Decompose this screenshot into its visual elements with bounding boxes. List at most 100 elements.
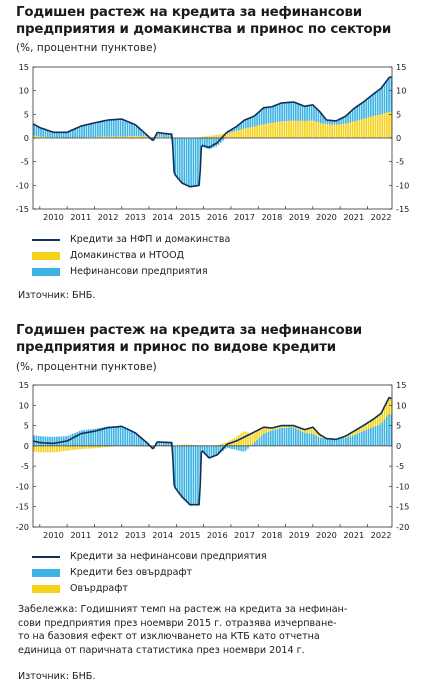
chart2-bar-blue xyxy=(92,428,95,446)
chart1-bar-yellow xyxy=(385,112,388,138)
chart2-bar-blue xyxy=(131,431,133,446)
chart1-bar-blue xyxy=(46,130,49,138)
chart1-bar-blue xyxy=(71,129,74,138)
chart1-bar-yellow xyxy=(388,112,390,138)
chart1-bar-yellow xyxy=(242,128,245,138)
chart2-bar-blue xyxy=(97,428,99,446)
chart1-bar-blue xyxy=(49,131,51,138)
chart2-bar-yellow xyxy=(147,445,149,447)
chart2-bar-yellow xyxy=(356,429,359,434)
chart2-bar-yellow xyxy=(299,428,302,431)
chart1-bar-yellow xyxy=(381,114,384,138)
chart2-bar-blue xyxy=(197,445,199,506)
chart1-bar-yellow xyxy=(244,128,247,138)
chart2-bar-blue xyxy=(349,436,352,446)
chart1-bar-yellow xyxy=(367,117,370,138)
chart1-bar-blue xyxy=(272,106,274,123)
chart2-bar-yellow xyxy=(46,445,49,453)
chart1-bar-blue xyxy=(228,130,231,133)
chart1-bar-yellow xyxy=(201,136,204,138)
chart1-bar-blue xyxy=(126,121,129,137)
chart2-bar-yellow xyxy=(67,445,70,451)
chart1-bar-yellow xyxy=(133,136,136,138)
chart2-bar-blue xyxy=(51,436,54,446)
chart1-bar-yellow xyxy=(374,115,377,138)
chart2-bar-yellow xyxy=(279,425,281,429)
chart2-x-tick-label: 2013 xyxy=(125,530,146,540)
chart2-y-tick-label-left: -20 xyxy=(16,522,29,532)
chart2-bar-blue xyxy=(379,424,381,446)
chart2-bar-blue xyxy=(128,430,131,446)
chart2-bar-yellow xyxy=(85,445,88,449)
chart1-x-tick-label: 2014 xyxy=(152,212,173,222)
chart2-x-tick-label: 2015 xyxy=(180,530,201,540)
chart1-bar-blue xyxy=(370,96,372,117)
chart1-bar-blue xyxy=(110,119,113,137)
chart2-bar-yellow xyxy=(260,428,263,436)
chart1-bar-blue xyxy=(356,106,359,121)
chart2-bar-blue xyxy=(301,431,304,446)
chart1-bar-yellow xyxy=(203,136,206,138)
chart1-bar-blue xyxy=(222,138,224,141)
chart2-bar-yellow xyxy=(165,445,167,447)
chart1-bar-yellow xyxy=(363,118,365,138)
chart1-bar-blue xyxy=(249,117,252,128)
chart2-x-tick-label: 2012 xyxy=(98,530,119,540)
chart2-bar-blue xyxy=(340,438,343,446)
chart1-bar-yellow xyxy=(208,136,211,138)
chart1-bar-yellow xyxy=(383,113,386,138)
chart1-bar-blue xyxy=(188,138,190,187)
chart1-bar-yellow xyxy=(94,137,97,138)
chart1-bar-yellow xyxy=(370,116,372,138)
chart1-bar-yellow xyxy=(115,136,117,138)
chart2-bar-yellow xyxy=(97,445,99,448)
chart2-note-line: то на базовия ефект от изключването на К… xyxy=(18,631,320,643)
chart2-bar-yellow xyxy=(285,425,288,428)
chart2-bar-blue xyxy=(181,445,183,499)
chart2-bar-yellow xyxy=(106,445,108,448)
chart1-bar-blue xyxy=(142,131,145,137)
chart2-y-tick-label-right: 0 xyxy=(396,441,401,451)
chart2-bar-yellow xyxy=(92,445,95,449)
chart1-bar-yellow xyxy=(299,120,302,138)
chart2-bar-blue xyxy=(44,436,47,446)
chart2-bar-blue xyxy=(169,441,172,446)
chart2-bar-blue xyxy=(144,440,147,446)
line-swatch-icon xyxy=(32,556,60,558)
chart2-bar-yellow xyxy=(269,427,272,431)
chart2-bar-yellow xyxy=(349,433,352,437)
chart1-bar-blue xyxy=(367,97,370,118)
chart2-bar-blue xyxy=(226,445,229,449)
chart1-bar-blue xyxy=(385,80,388,113)
chart1-bar-yellow xyxy=(358,120,361,138)
chart1-y-tick-label-right: 10 xyxy=(396,86,406,96)
chart2-bar-yellow xyxy=(308,428,311,434)
chart2-bar-yellow xyxy=(385,402,388,417)
chart2-bar-blue xyxy=(363,430,365,446)
chart2-bar-blue xyxy=(297,429,299,446)
chart1-bar-blue xyxy=(347,113,349,124)
chart2-bar-blue xyxy=(351,435,354,446)
chart2-bar-yellow xyxy=(56,445,58,452)
chart2-bar-yellow xyxy=(267,427,270,432)
chart1-bar-yellow xyxy=(119,136,122,138)
chart2-bar-yellow xyxy=(81,445,83,450)
chart1-bar-yellow xyxy=(379,114,381,138)
chart1-legend-label: Кредити за НФП и домакинства xyxy=(70,234,231,245)
chart2-bar-yellow xyxy=(276,426,279,429)
chart1-bar-yellow xyxy=(329,124,331,138)
chart2-bar-blue xyxy=(365,430,368,446)
chart1-bar-yellow xyxy=(110,136,113,138)
chart1-bar-blue xyxy=(181,138,183,184)
chart2-y-tick-label-left: -5 xyxy=(21,461,29,471)
chart1-bar-blue xyxy=(192,138,195,187)
chart1-bar-blue xyxy=(35,125,38,137)
chart1-bars xyxy=(33,76,393,187)
chart1-y-tick-label-left: -5 xyxy=(21,157,29,167)
chart1-bar-blue xyxy=(338,119,340,125)
chart1-bar-blue xyxy=(60,132,63,138)
chart2-bar-blue xyxy=(333,439,336,446)
chart2-bar-yellow xyxy=(167,445,170,447)
chart2-bar-yellow xyxy=(240,433,242,446)
chart1-x-tick-label: 2021 xyxy=(343,212,364,222)
